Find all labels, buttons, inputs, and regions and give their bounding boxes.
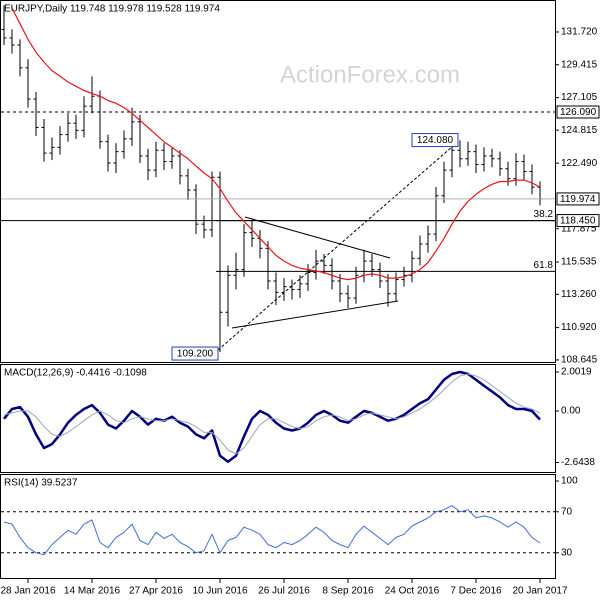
watermark: ActionForex.com xyxy=(280,61,460,88)
y-tick-label: 131.720 xyxy=(561,27,598,38)
x-tick-label: 20 Jan 2017 xyxy=(512,586,567,597)
x-tick-label: 14 Mar 2016 xyxy=(64,586,121,597)
y-tick-label: 115.535 xyxy=(561,257,597,268)
y-tick-label: 108.645 xyxy=(561,355,598,366)
chart-title: EURJPY,Daily 119.748 119.978 119.528 119… xyxy=(4,4,220,15)
price-label-box xyxy=(556,192,600,206)
price-panel xyxy=(0,0,556,363)
y-tick-label: 0.00 xyxy=(561,406,581,417)
rsi-panel xyxy=(0,474,556,579)
x-tick-label: 26 Jul 2016 xyxy=(258,586,310,597)
series-line xyxy=(3,373,541,455)
annotation-label: 124.080 xyxy=(417,135,454,146)
y-tick-label: 2.0019 xyxy=(561,367,592,378)
y-tick-label: 110.920 xyxy=(561,322,597,333)
trendline xyxy=(217,139,461,351)
x-tick-label: 24 Oct 2016 xyxy=(385,586,440,597)
rsi-title: RSI(14) 39.5237 xyxy=(4,478,78,489)
price-label-box xyxy=(556,214,600,228)
trendline xyxy=(244,216,391,259)
price-label-box xyxy=(556,105,600,119)
x-tick-label: 10 Jun 2016 xyxy=(192,586,247,597)
y-tick-label: 113.260 xyxy=(561,289,597,300)
y-tick-label: 122.490 xyxy=(561,158,598,169)
series-line xyxy=(11,7,541,281)
x-tick-label: 8 Sep 2016 xyxy=(322,586,374,597)
x-tick-label: 27 Apr 2016 xyxy=(129,586,183,597)
y-tick-label: 70 xyxy=(561,506,573,517)
y-tick-label: 100 xyxy=(561,476,578,487)
x-tick-label: 28 Jan 2016 xyxy=(0,586,55,597)
trendline xyxy=(231,300,399,329)
price-label: 126.090 xyxy=(560,107,597,118)
annotation-label: 109.200 xyxy=(177,349,214,360)
y-tick-label: 124.815 xyxy=(561,125,598,136)
series-line xyxy=(3,505,541,556)
price-label: 119.974 xyxy=(560,194,596,205)
fib-label: 38.2 xyxy=(534,209,554,220)
x-tick-label: 7 Dec 2016 xyxy=(450,586,502,597)
fib-label: 61.8 xyxy=(534,260,554,271)
y-tick-label: 30 xyxy=(561,547,573,558)
macd-panel xyxy=(0,364,556,473)
annotation-box xyxy=(411,133,459,148)
price-label: 118.450 xyxy=(560,216,596,227)
y-tick-label: 129.415 xyxy=(561,59,598,70)
annotation-box xyxy=(171,346,219,361)
y-tick-label: 117.875 xyxy=(561,223,597,234)
y-tick-label: -2.6438 xyxy=(561,457,595,468)
macd-title: MACD(12,26,9) -0.4416 -0.1098 xyxy=(4,368,147,379)
y-tick-label: 127.105 xyxy=(561,92,598,103)
